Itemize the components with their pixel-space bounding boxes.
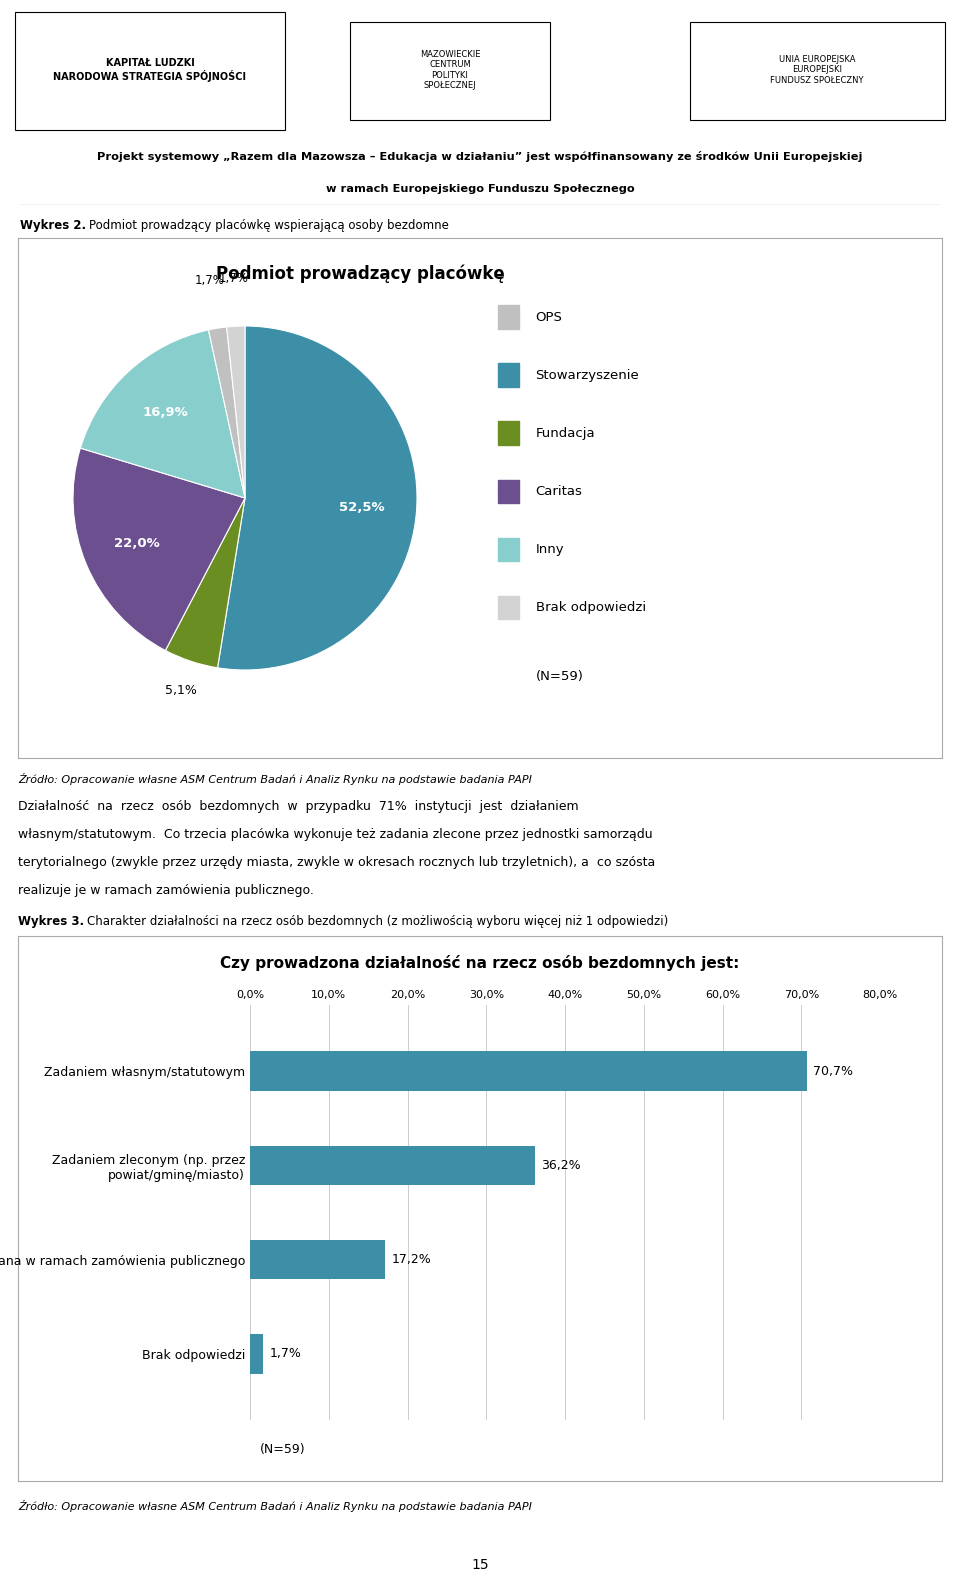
- Text: realizuje je w ramach zamówienia publicznego.: realizuje je w ramach zamówienia publicz…: [18, 884, 314, 897]
- Bar: [250, 1239, 386, 1279]
- Bar: [15, 13, 285, 130]
- Text: 52,5%: 52,5%: [339, 501, 384, 514]
- Text: Wykres 3.: Wykres 3.: [18, 915, 84, 927]
- Bar: [497, 537, 518, 561]
- Bar: [690, 22, 945, 120]
- Text: Czy prowadzona działalność na rzecz osób bezdomnych jest:: Czy prowadzona działalność na rzecz osób…: [220, 956, 740, 972]
- Text: terytorialnego (zwykle przez urzędy miasta, zwykle w okresach rocznych lub trzyl: terytorialnego (zwykle przez urzędy mias…: [18, 856, 656, 869]
- Text: Podmiot prowadzący placówkę wspierającą osoby bezdomne: Podmiot prowadzący placówkę wspierającą …: [89, 219, 449, 233]
- Text: 22,0%: 22,0%: [114, 537, 160, 550]
- Wedge shape: [227, 327, 245, 498]
- Text: 1,7%: 1,7%: [218, 271, 249, 285]
- Text: 36,2%: 36,2%: [541, 1159, 581, 1171]
- Bar: [497, 306, 518, 330]
- Text: Brak odpowiedzi: Brak odpowiedzi: [536, 601, 646, 613]
- Wedge shape: [165, 498, 245, 667]
- Wedge shape: [73, 449, 245, 650]
- Text: Źródło: Opracowanie własne ASM Centrum Badań i Analiz Rynku na podstawie badania: Źródło: Opracowanie własne ASM Centrum B…: [18, 1499, 532, 1512]
- Text: Stowarzyszenie: Stowarzyszenie: [536, 369, 639, 382]
- Text: (N=59): (N=59): [260, 1444, 305, 1457]
- Text: MAZOWIECKIE
CENTRUM
POLITYKI
SPOŁECZNEJ: MAZOWIECKIE CENTRUM POLITYKI SPOŁECZNEJ: [420, 49, 480, 90]
- Bar: [250, 1051, 806, 1090]
- Text: 70,7%: 70,7%: [813, 1065, 853, 1078]
- Text: Wykres 2.: Wykres 2.: [20, 219, 86, 233]
- Text: Caritas: Caritas: [536, 485, 583, 498]
- Wedge shape: [208, 327, 245, 498]
- Text: w ramach Europejskiego Funduszu Społecznego: w ramach Europejskiego Funduszu Społeczn…: [325, 184, 635, 193]
- Bar: [350, 22, 550, 120]
- Text: 16,9%: 16,9%: [143, 406, 188, 418]
- Text: (N=59): (N=59): [536, 670, 584, 683]
- Text: Projekt systemowy „Razem dla Mazowsza – Edukacja w działaniu” jest współfinansow: Projekt systemowy „Razem dla Mazowsza – …: [97, 151, 863, 162]
- Text: Inny: Inny: [536, 544, 564, 556]
- Text: UNIA EUROPEJSKA
EUROPEJSKI
FUNDUSZ SPOŁECZNY: UNIA EUROPEJSKA EUROPEJSKI FUNDUSZ SPOŁE…: [770, 55, 864, 86]
- Text: 5,1%: 5,1%: [165, 685, 197, 697]
- Bar: [497, 363, 518, 387]
- Wedge shape: [218, 327, 417, 670]
- Text: 17,2%: 17,2%: [392, 1254, 431, 1266]
- Bar: [497, 422, 518, 445]
- Text: Fundacja: Fundacja: [536, 426, 595, 439]
- Text: Źródło: Opracowanie własne ASM Centrum Badań i Analiz Rynku na podstawie badania: Źródło: Opracowanie własne ASM Centrum B…: [18, 773, 532, 785]
- Text: 1,7%: 1,7%: [270, 1347, 301, 1360]
- Text: 15: 15: [471, 1558, 489, 1572]
- Text: Charakter działalności na rzecz osób bezdomnych (z możliwością wyboru więcej niż: Charakter działalności na rzecz osób bez…: [87, 915, 668, 927]
- Text: własnym/statutowym.  Co trzecia placówka wykonuje też zadania zlecone przez jedn: własnym/statutowym. Co trzecia placówka …: [18, 827, 653, 842]
- Text: Działalność  na  rzecz  osób  bezdomnych  w  przypadku  71%  instytucji  jest  d: Działalność na rzecz osób bezdomnych w p…: [18, 800, 579, 813]
- Text: Podmiot prowadzący placówkę: Podmiot prowadzący placówkę: [215, 265, 504, 282]
- Bar: [250, 1335, 263, 1374]
- Wedge shape: [81, 330, 245, 498]
- Text: OPS: OPS: [536, 311, 563, 323]
- Bar: [497, 480, 518, 502]
- Bar: [250, 1146, 535, 1186]
- Bar: [497, 596, 518, 620]
- Text: 1,7%: 1,7%: [195, 274, 225, 287]
- Text: KAPITAŁ LUDZKI
NARODOWA STRATEGIA SPÓJNOŚCI: KAPITAŁ LUDZKI NARODOWA STRATEGIA SPÓJNO…: [54, 59, 247, 82]
